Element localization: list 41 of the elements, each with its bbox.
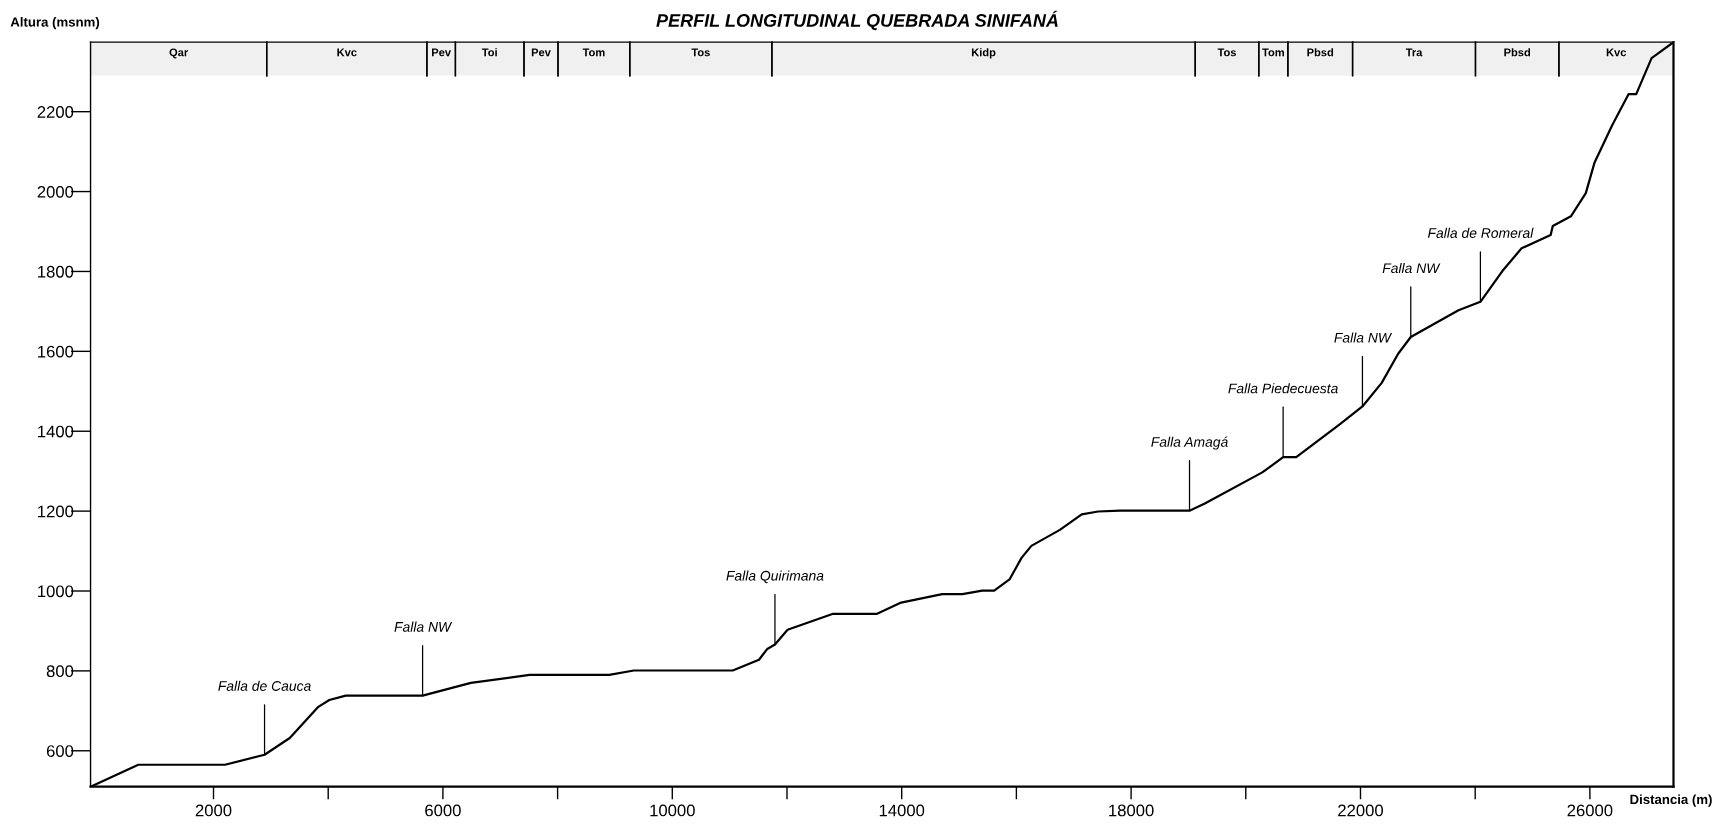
band-label: Tos: [691, 48, 710, 57]
band-label: Pbsd: [1504, 48, 1531, 57]
y-axis-title: Altura (msnm): [10, 17, 100, 30]
chart-title: PERFIL LONGITUDINAL QUEBRADA SINIFANÁ: [656, 10, 1058, 31]
band-label: Tom: [582, 48, 605, 57]
band-label: Kidp: [971, 48, 996, 59]
band-label: Kvc: [337, 48, 357, 57]
annotation: Falla NW: [1382, 262, 1441, 274]
y-tick-label: 1800: [38, 265, 74, 278]
annotation: Falla Amagá: [1151, 436, 1228, 450]
y-tick-label: 600: [46, 745, 74, 757]
x-tick-label: 6000: [425, 804, 461, 817]
annotation: Falla Piedecuesta: [1228, 383, 1338, 394]
x-tick-label: 18000: [1109, 804, 1154, 817]
band-label: Tos: [1217, 48, 1237, 57]
annotation: Falla Quirimana: [726, 570, 824, 584]
band-label: Tom: [1262, 48, 1284, 57]
y-tick-label: 1200: [38, 505, 74, 518]
band-label: Pev: [432, 48, 451, 57]
x-tick-label: 2000: [195, 804, 232, 817]
annotation: Falla de Cauca: [218, 680, 311, 691]
x-axis-title: Distancia (m): [1630, 794, 1712, 807]
x-tick-label: 14000: [879, 804, 925, 817]
annotation: Falla de Romeral: [1427, 227, 1534, 238]
x-tick-label: 22000: [1338, 804, 1384, 817]
annotation: Falla NW: [1334, 332, 1393, 343]
y-tick-label: 1000: [38, 585, 74, 598]
x-tick-label: 10000: [650, 804, 695, 817]
y-tick-label: 800: [46, 665, 74, 678]
band-label: Tra: [1405, 48, 1423, 57]
x-tick-label: 26000: [1567, 804, 1613, 817]
annotation: Falla NW: [394, 621, 453, 632]
y-tick-label: 1400: [38, 425, 74, 438]
band-label: Kvc: [1606, 48, 1627, 57]
y-tick-label: 2200: [37, 106, 74, 118]
band-label: Qar: [169, 48, 189, 59]
y-tick-label: 1600: [38, 345, 74, 358]
band-label: Pev: [531, 48, 551, 57]
band-label: Toi: [481, 48, 497, 57]
y-tick-label: 2000: [37, 185, 74, 198]
band-label: Pbsd: [1307, 48, 1334, 57]
